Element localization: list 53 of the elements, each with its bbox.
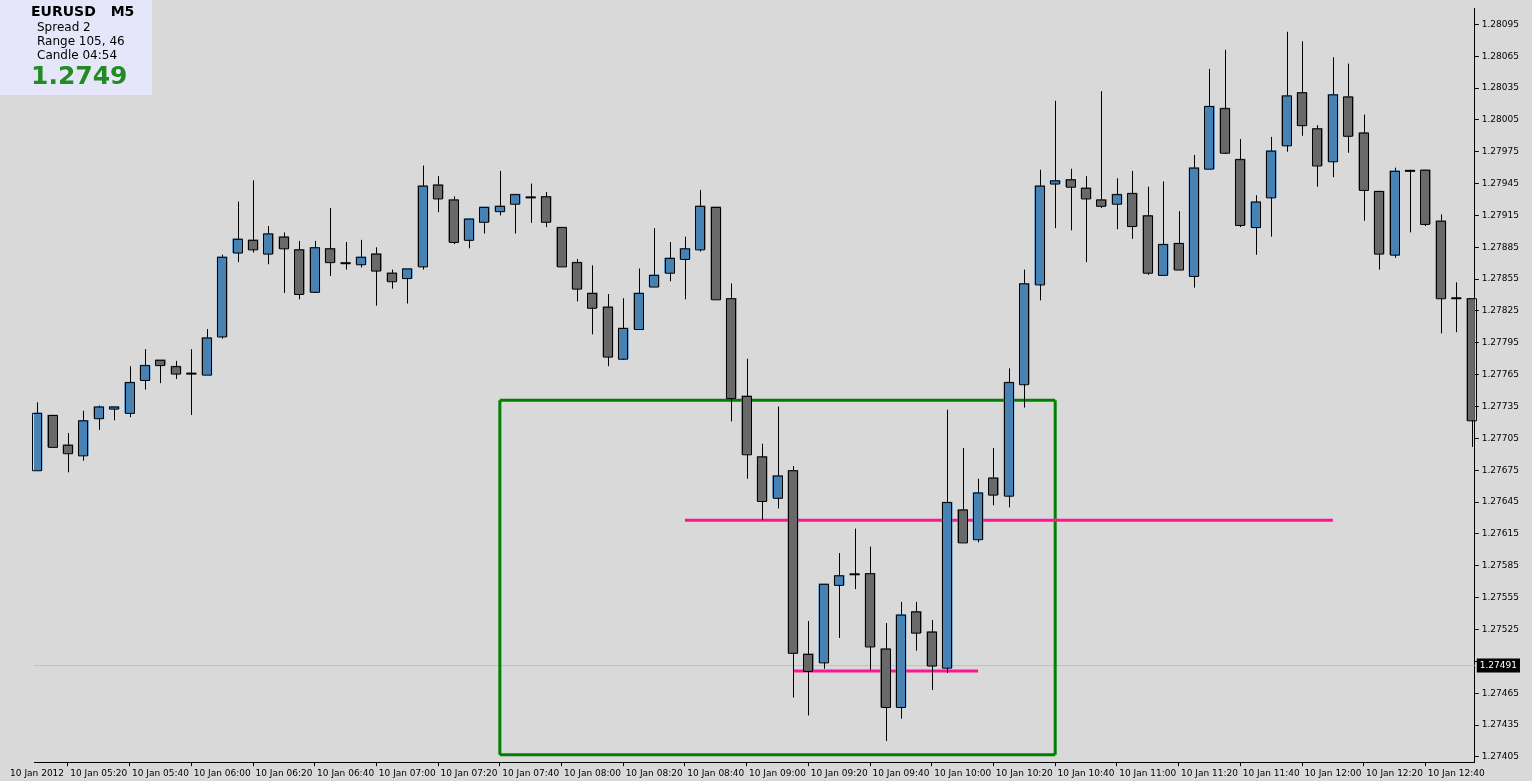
y-tick-label: 1.27975	[1481, 146, 1519, 157]
x-tick-label: 10 Jan 09:40	[872, 767, 930, 778]
y-tick-label: 1.27615	[1481, 528, 1519, 539]
y-tick-label: 1.27915	[1481, 209, 1519, 220]
y-tick-label: 1.27465	[1481, 687, 1519, 698]
y-tick-label: 1.27735	[1481, 400, 1519, 411]
y-tick-label: 1.27705	[1481, 432, 1519, 443]
y-tick-label: 1.27555	[1481, 591, 1519, 602]
y-tick-label: 1.27765	[1481, 369, 1519, 380]
y-tick-label: 1.28035	[1481, 82, 1519, 93]
x-tick-label: 10 Jan 08:00	[563, 767, 622, 778]
x-tick-label: 10 Jan 10:40	[1057, 767, 1115, 778]
annotation: Range 105, 46	[36, 34, 126, 48]
y-tick-label: 1.27795	[1481, 337, 1519, 348]
y-tick-label: 1.27645	[1481, 496, 1519, 507]
x-tick-label: 10 Jan 08:20	[625, 767, 683, 778]
x-tick-label: 10 Jan 08:40	[687, 767, 745, 778]
y-tick-label: 1.27825	[1481, 305, 1519, 316]
x-tick-label: 10 Jan 12:20	[1366, 767, 1424, 778]
chart-title: EURUSD M5	[30, 3, 136, 20]
y-tick-label: 1.27855	[1481, 273, 1519, 284]
ref-line-label: 1.27491	[1479, 659, 1517, 670]
y-tick-label: 1.28095	[1481, 18, 1519, 29]
x-tick-label: 10 Jan 06:20	[255, 767, 313, 778]
y-tick-label: 1.27945	[1481, 177, 1519, 188]
x-tick-label: 10 Jan 10:20	[995, 767, 1054, 778]
x-tick-label: 10 Jan 06:40	[317, 767, 375, 778]
x-tick-label: 10 Jan 12:40	[1427, 767, 1486, 778]
x-tick-label: 10 Jan 09:20	[810, 767, 868, 778]
x-tick-label: 10 Jan 11:00	[1119, 767, 1177, 778]
x-tick-label: 10 Jan 11:20	[1180, 767, 1239, 778]
y-tick-label: 1.28065	[1481, 50, 1519, 61]
x-tick-label: 10 Jan 07:00	[378, 767, 437, 778]
y-tick-label: 1.27885	[1481, 241, 1519, 252]
annotation: 1.2749	[30, 61, 129, 90]
x-tick-label: 10 Jan 11:40	[1242, 767, 1300, 778]
x-tick-label: 10 Jan 05:20	[70, 767, 128, 778]
y-tick-label: 1.27675	[1481, 464, 1519, 475]
annotation: Spread 2	[36, 20, 92, 34]
y-tick-label: 1.27435	[1481, 719, 1519, 730]
x-tick-label: 10 Jan 07:40	[502, 767, 560, 778]
y-tick-label: 1.27525	[1481, 623, 1519, 634]
x-tick-label: 10 Jan 09:00	[749, 767, 807, 778]
x-tick-label: 10 Jan 2012	[10, 767, 65, 778]
y-tick-label: 1.28005	[1481, 114, 1519, 125]
x-tick-label: 10 Jan 10:00	[934, 767, 992, 778]
x-tick-label: 10 Jan 06:00	[193, 767, 251, 778]
x-tick-label: 10 Jan 05:40	[132, 767, 190, 778]
annotation: Candle 04:54	[36, 48, 119, 62]
x-tick-label: 10 Jan 07:20	[440, 767, 498, 778]
y-tick-label: 1.27405	[1481, 751, 1519, 762]
y-tick-label: 1.27585	[1481, 560, 1519, 571]
x-tick-label: 10 Jan 12:00	[1304, 767, 1362, 778]
